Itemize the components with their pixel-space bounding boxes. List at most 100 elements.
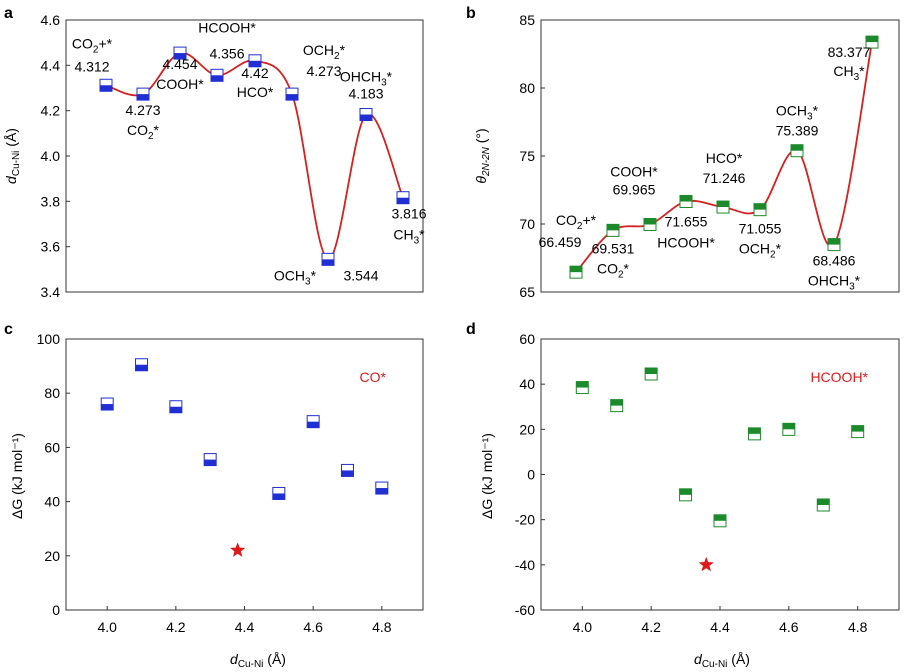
d-marker [747,427,761,441]
d-xtick-label: 4.6 [779,619,799,635]
d-marker-fill [610,399,623,406]
c-marker-fill [135,364,148,371]
d-xtick-label: 4.8 [848,619,868,635]
a-state-label: CO2* [127,122,160,142]
a-state-suffix: * [387,69,393,85]
a-state-label: OCH2* [303,42,346,62]
y-axis-label-a-sub: Cu-Ni [11,151,22,177]
b-marker [679,194,693,208]
c-marker-fill [307,421,320,428]
b-value-label: 68.486 [813,253,856,269]
b-value-label: 69.531 [592,240,635,256]
c-marker [306,415,320,429]
b-ytick-label: 65 [519,284,535,300]
a-ytick-label: 4.2 [41,103,61,119]
d-ytick-label: 0 [527,467,535,483]
b-state-label: CH3* [833,63,865,83]
a-marker-fill [211,75,223,82]
b-state-name: OHCH [808,273,849,289]
x-ticks-d: 4.0 4.2 4.4 4.6 4.8 [573,606,868,635]
a-marker-fill [137,94,149,101]
a-marker-fill [322,259,334,266]
y-axis-label-a: dCu-Ni (Å) [3,128,22,184]
b-marker [569,265,583,279]
b-marker-fill [828,238,840,245]
c-ytick-label: 20 [44,548,60,564]
chart-title-c: CO* [360,369,387,385]
a-state-name: OCH [274,267,305,283]
a-state-suffix: * [154,122,160,138]
a-state-name: CO [72,35,93,51]
a-value-label: 4.42 [241,65,268,81]
panel-letter-d: d [466,321,476,338]
c-marker-fill [204,459,217,466]
d-xtick-label: 4.4 [710,619,730,635]
panel-d: d HCOOH* ΔG (kJ mol⁻¹) dCu-Ni (Å) -60-40… [466,321,900,670]
x-ticks-c: 4.0 4.2 4.4 4.6 4.8 [97,606,392,635]
y-ticks-a: 3.4 3.6 3.8 4.0 4.2 4.4 4.6 [41,12,70,300]
panel-letter-c: c [4,321,13,338]
b-marker [643,217,657,231]
b-value-label: 69.965 [613,181,656,197]
chart-title-d: HCOOH* [810,369,868,385]
b-state-name: HCOOH* [657,234,715,250]
panel-letter-b: b [466,5,476,22]
a-value-label: 4.356 [209,45,244,61]
panel-letter-a: a [4,5,13,22]
a-state-name: COOH* [156,76,204,92]
b-state-name: OCH [776,103,807,119]
y-axis-label-b: θ2N-2N (°) [473,128,492,183]
d-xtick-label: 4.2 [641,619,661,635]
b-ytick-label: 75 [519,148,535,164]
a-ytick-label: 4.0 [41,148,61,164]
a-ytick-label: 3.6 [41,239,61,255]
b-value-label: 71.055 [739,221,782,237]
c-ytick-label: 60 [44,439,60,455]
d-ytick-label: -20 [515,512,535,528]
a-state-suffix: * [311,267,317,283]
a-state-name: OCH [303,42,334,58]
c-marker-fill [375,488,388,495]
c-marker [272,486,286,500]
b-state-name: CO [597,260,618,276]
a-state-label: COOH* [156,76,204,92]
d-marker [610,399,624,413]
a-marker [173,46,187,60]
b-marker-fill [644,218,656,225]
y-axis-label-b-main: θ [473,176,489,184]
b-value-label: 75.389 [776,123,819,139]
b-state-name: CH [833,63,853,79]
c-ytick-label: 80 [44,385,60,401]
b-marker [790,144,804,158]
a-value-label: 4.183 [348,86,383,102]
c-marker-fill [341,470,354,477]
d-marker-fill [851,425,864,432]
b-state-sub: 2 [618,269,624,280]
d-marker-fill [645,368,658,375]
a-marker [396,191,410,205]
panel-a: a dCu-Ni (Å) 3.43.63.84.04.24.44.6 CO2+*… [3,5,427,300]
b-ytick-label: 85 [519,12,535,28]
b-state-label: HCO* [706,150,743,166]
a-marker [248,54,262,68]
d-marker-fill [782,423,795,430]
a-value-label: 3.816 [391,206,426,222]
d-marker-fill [679,488,692,495]
a-value-label: 4.454 [162,56,197,72]
b-ytick-label: 80 [519,80,535,96]
a-ytick-label: 3.4 [41,284,61,300]
a-ytick-label: 4.4 [41,57,61,73]
c-xtick-label: 4.6 [303,619,323,635]
y-axis-label-a-main: d [3,175,19,184]
d-marker-fill [748,427,761,434]
a-value-label: 3.544 [343,267,378,283]
b-marker [827,238,841,252]
b-state-sub: 3 [849,282,855,293]
a-marker-fill [249,60,261,67]
b-marker [606,223,620,237]
a-state-suffix: * [340,42,346,58]
a-state-name: HCOOH* [198,19,256,35]
d-ytick-label: -60 [515,602,535,618]
